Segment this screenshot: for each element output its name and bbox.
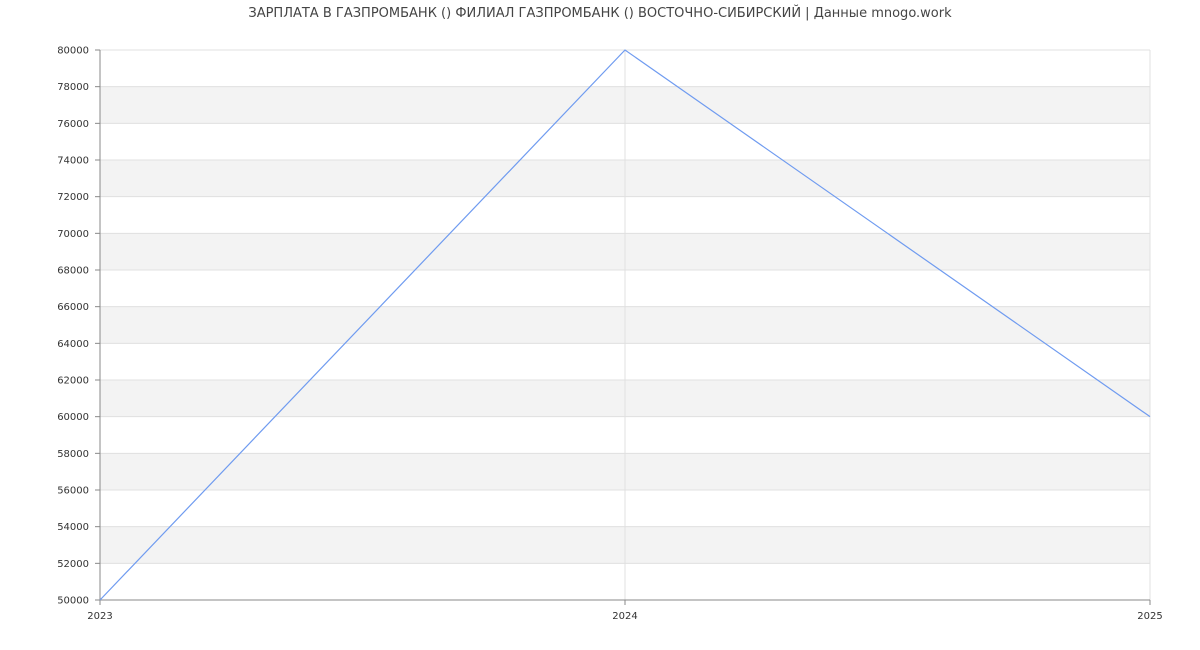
y-tick-label: 60000 <box>57 412 89 423</box>
y-tick-label: 72000 <box>57 192 89 203</box>
x-tick-label: 2024 <box>612 611 637 622</box>
y-tick-label: 62000 <box>57 376 89 387</box>
y-tick-label: 58000 <box>57 449 89 460</box>
y-tick-label: 80000 <box>57 46 89 57</box>
x-tick-label: 2025 <box>1137 611 1162 622</box>
y-tick-label: 56000 <box>57 486 89 497</box>
y-tick-label: 64000 <box>57 339 89 350</box>
y-tick-label: 52000 <box>57 559 89 570</box>
y-tick-label: 76000 <box>57 119 89 130</box>
y-tick-label: 50000 <box>57 596 89 607</box>
y-tick-label: 54000 <box>57 522 89 533</box>
y-tick-label: 78000 <box>57 82 89 93</box>
chart-title: ЗАРПЛАТА В ГАЗПРОМБАНК () ФИЛИАЛ ГАЗПРОМ… <box>248 6 952 21</box>
y-tick-label: 68000 <box>57 266 89 277</box>
y-tick-label: 70000 <box>57 229 89 240</box>
x-tick-label: 2023 <box>87 611 112 622</box>
y-tick-label: 66000 <box>57 302 89 313</box>
y-tick-label: 74000 <box>57 156 89 167</box>
